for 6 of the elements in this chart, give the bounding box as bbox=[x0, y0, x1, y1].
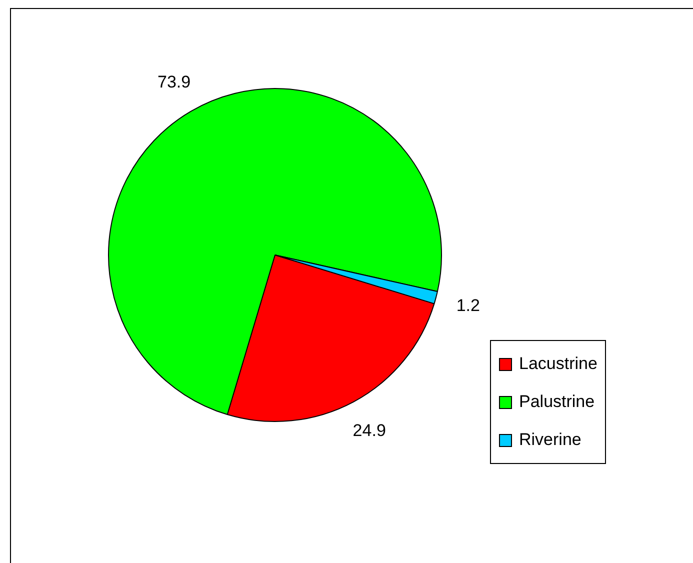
legend-label: Riverine bbox=[519, 430, 582, 450]
data-label: 73.9 bbox=[158, 72, 191, 92]
legend-label: Palustrine bbox=[519, 392, 595, 412]
data-label: 1.2 bbox=[456, 296, 480, 315]
legend-label: Lacustrine bbox=[519, 354, 598, 374]
data-label: 24.9 bbox=[352, 420, 386, 440]
